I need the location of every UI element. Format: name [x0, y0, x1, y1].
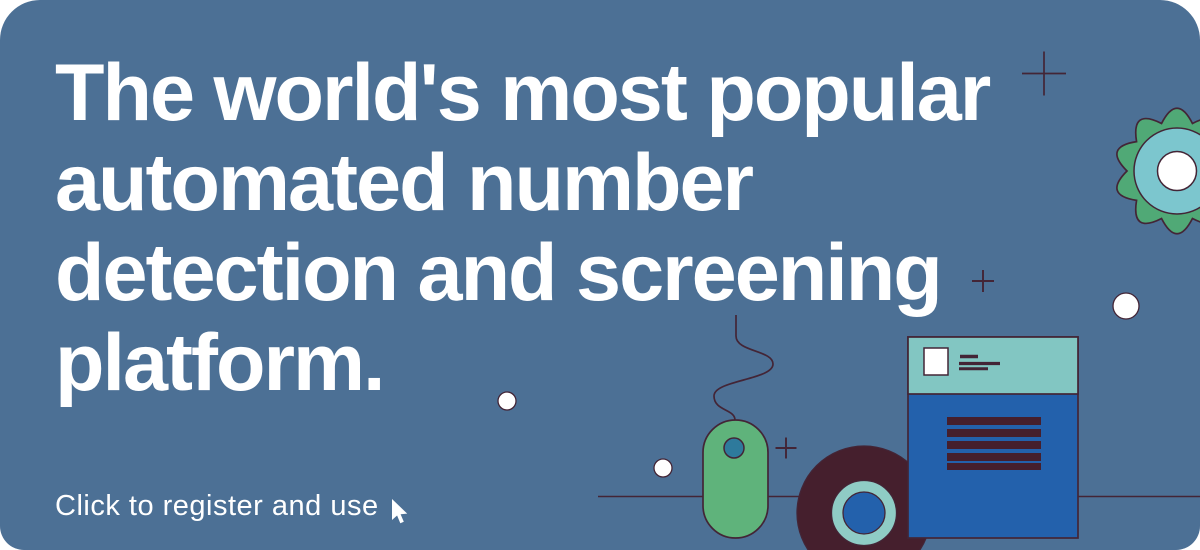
plus-icon [1022, 51, 1066, 96]
disc-icon [796, 445, 932, 550]
monitor-text-bar [947, 463, 1041, 470]
gear-hub [1156, 150, 1198, 192]
monitor-text-bar [947, 453, 1041, 461]
mouse-icon [702, 315, 774, 539]
plus-icon [775, 437, 797, 459]
mouse-cable [713, 315, 774, 421]
dot-icon [1112, 292, 1140, 320]
page-title: The world's most popular automated numbe… [55, 48, 991, 408]
mouse-body [702, 419, 769, 539]
monitor-icon [907, 336, 1079, 539]
plus-icon [972, 270, 994, 292]
gear-icon [1116, 107, 1200, 235]
disc-core [842, 491, 886, 535]
monitor-header-thumbnail [923, 347, 949, 376]
cursor-icon [391, 499, 407, 524]
monitor-text-bar [947, 429, 1041, 437]
monitor-text-bar [947, 441, 1041, 449]
monitor-text-bar [947, 417, 1041, 425]
register-cta[interactable]: Click to register and use [55, 489, 409, 525]
dot-icon [653, 458, 673, 478]
mouse-wheel [723, 437, 745, 459]
register-cta-label[interactable]: Click to register and use [55, 490, 379, 522]
dot-icon [497, 391, 517, 411]
